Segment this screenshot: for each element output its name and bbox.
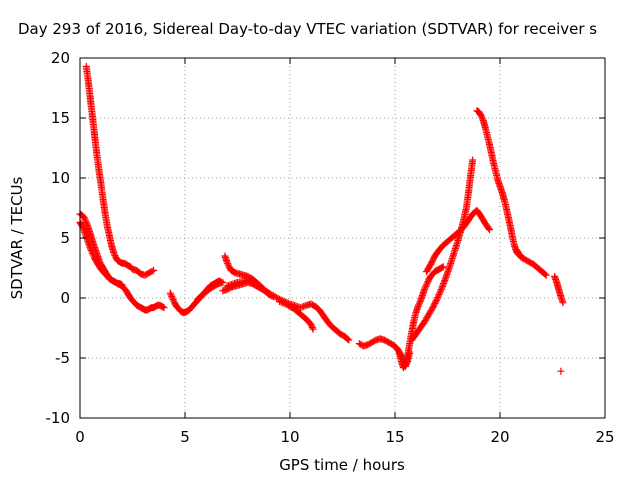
data-point <box>420 286 428 294</box>
data-point <box>250 279 258 287</box>
data-point <box>168 292 176 300</box>
y-tick-labels: -10 -5 0 5 10 15 20 <box>46 49 71 427</box>
data-point <box>436 289 444 297</box>
data-point <box>110 248 118 256</box>
data-point <box>268 291 276 299</box>
data-point <box>274 294 282 302</box>
data-point <box>422 282 430 290</box>
data-point <box>344 335 352 343</box>
x-tick-labels: 0 5 10 15 20 25 <box>75 428 614 446</box>
data-point <box>252 280 259 288</box>
data-point <box>432 297 440 305</box>
x-tick-label: 5 <box>180 428 190 446</box>
data-point <box>437 287 444 295</box>
data-point <box>273 293 280 301</box>
data-point <box>150 266 157 274</box>
y-tick-label: 15 <box>51 109 70 127</box>
data-point <box>169 296 177 304</box>
data-point <box>423 279 431 287</box>
y-tick-label: 20 <box>51 49 70 67</box>
data-point <box>345 336 353 344</box>
data-point <box>309 325 317 333</box>
x-tick-label: 15 <box>385 428 404 446</box>
data-point <box>416 299 423 307</box>
data-point <box>89 251 97 259</box>
data-point <box>246 277 253 285</box>
data-point <box>148 267 156 275</box>
data-point <box>542 271 550 279</box>
data-point <box>167 291 175 299</box>
data-point <box>557 367 565 375</box>
data-point <box>265 289 273 297</box>
data-point <box>249 279 256 287</box>
data-point <box>479 115 486 123</box>
data-point <box>434 292 442 300</box>
data-point <box>219 278 227 286</box>
data-point <box>415 301 423 309</box>
y-tick-label: 0 <box>60 289 70 307</box>
x-tick-label: 25 <box>595 428 614 446</box>
data-point <box>439 263 447 271</box>
data-point <box>89 250 97 258</box>
x-tick-label: 10 <box>280 428 299 446</box>
data-point <box>81 215 89 223</box>
x-tick-label: 20 <box>490 428 509 446</box>
data-point <box>110 250 118 258</box>
data-point <box>88 248 96 256</box>
data-point <box>477 112 485 120</box>
data-point <box>308 322 316 330</box>
data-point <box>541 270 549 278</box>
x-tick-label: 0 <box>75 428 85 446</box>
data-point <box>223 258 231 266</box>
data-point <box>168 294 176 302</box>
data-point <box>247 278 255 286</box>
axis-ticks <box>79 57 606 419</box>
data-point <box>421 284 429 292</box>
y-tick-label: -10 <box>46 409 71 427</box>
data-point <box>267 290 274 298</box>
data-point <box>80 214 88 222</box>
grid-lines <box>80 58 605 418</box>
data-point <box>414 302 422 310</box>
data-point <box>271 293 279 301</box>
data-point <box>160 304 168 312</box>
data-point <box>87 246 95 254</box>
plot-frame <box>79 57 606 419</box>
data-point <box>486 226 493 234</box>
data-point <box>224 260 232 268</box>
data-point <box>433 295 441 303</box>
data-point <box>485 224 493 232</box>
data-point <box>244 276 252 284</box>
data-point <box>423 281 430 289</box>
y-axis-title: SDTVAR / TECUs <box>8 176 26 299</box>
data-point <box>435 290 443 298</box>
data-points <box>76 62 567 375</box>
data-point <box>469 156 477 164</box>
data-point <box>434 294 442 302</box>
data-point <box>307 320 315 328</box>
data-point <box>270 292 277 300</box>
x-axis-title: GPS time / hours <box>279 456 405 474</box>
data-point <box>82 217 90 225</box>
y-tick-label: 5 <box>60 229 70 247</box>
data-point <box>559 299 567 307</box>
data-point <box>118 281 126 289</box>
data-point <box>308 324 316 332</box>
data-point <box>478 113 486 121</box>
data-point <box>80 225 87 233</box>
chart-title: Day 293 of 2016, Sidereal Day-to-day VTE… <box>18 20 597 38</box>
data-point <box>87 245 94 253</box>
data-point <box>166 289 174 297</box>
y-tick-label: 10 <box>51 169 70 187</box>
y-tick-label: -5 <box>55 349 70 367</box>
